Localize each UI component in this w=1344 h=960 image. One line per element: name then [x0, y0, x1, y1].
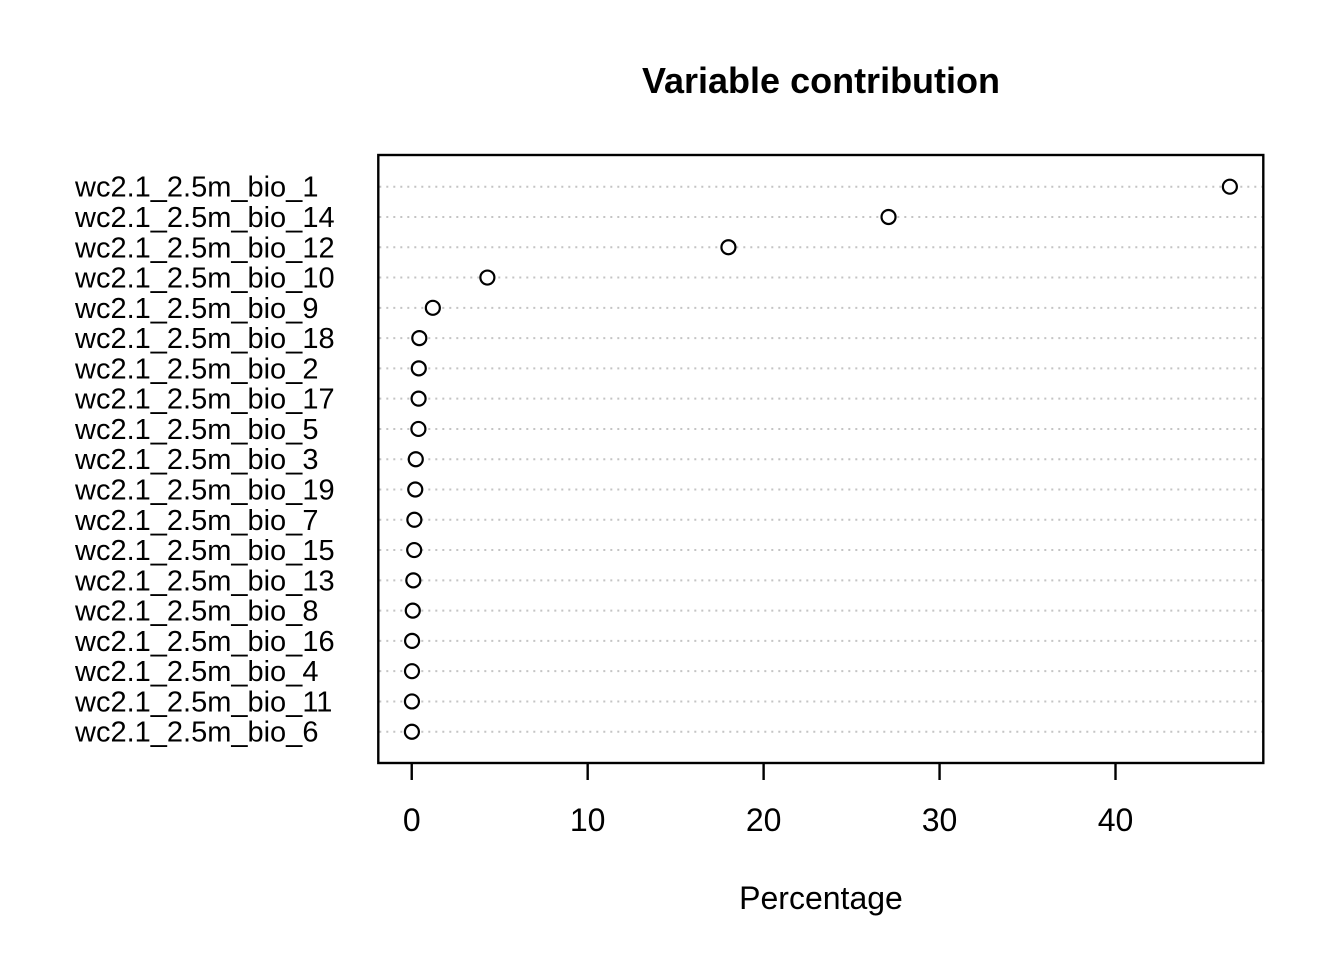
data-point [407, 451, 424, 468]
y-axis-label: wc2.1_2.5m_bio_6 [74, 717, 318, 749]
data-point [410, 360, 427, 377]
y-axis-label: wc2.1_2.5m_bio_5 [74, 414, 318, 446]
y-axis-label: wc2.1_2.5m_bio_17 [74, 384, 335, 416]
data-point [424, 299, 441, 316]
x-tick-label: 0 [403, 802, 421, 838]
data-point [406, 541, 423, 559]
data-point [403, 693, 421, 710]
y-axis-label: wc2.1_2.5m_bio_11 [74, 686, 332, 718]
x-tick-label: 10 [570, 802, 606, 838]
data-point [410, 420, 427, 438]
y-axis-label: wc2.1_2.5m_bio_15 [74, 535, 335, 567]
data-point [410, 390, 427, 407]
plot-border [377, 153, 1265, 765]
y-axis-label: wc2.1_2.5m_bio_9 [74, 293, 318, 325]
y-axis-label: wc2.1_2.5m_bio_2 [74, 353, 318, 385]
data-point [403, 632, 421, 650]
x-tick-label: 30 [922, 802, 958, 838]
y-axis-label: wc2.1_2.5m_bio_16 [74, 626, 335, 658]
y-axis-label: wc2.1_2.5m_bio_8 [74, 596, 318, 628]
data-point [407, 481, 424, 498]
data-point [405, 572, 422, 589]
data-point [403, 723, 421, 740]
y-axis-label: wc2.1_2.5m_bio_19 [74, 475, 335, 507]
x-tick-label: 40 [1098, 802, 1134, 838]
data-point [479, 269, 496, 286]
data-point [404, 602, 421, 619]
y-axis-label: wc2.1_2.5m_bio_18 [74, 323, 335, 355]
data-point [880, 208, 897, 226]
y-axis-label: wc2.1_2.5m_bio_4 [74, 656, 318, 688]
data-point [403, 663, 421, 680]
y-axis-label: wc2.1_2.5m_bio_12 [74, 232, 335, 264]
y-axis-label: wc2.1_2.5m_bio_7 [74, 505, 318, 537]
data-point [1221, 178, 1238, 195]
x-tick-label: 20 [746, 802, 782, 838]
chart-title: Variable contribution [641, 60, 1001, 101]
data-point [406, 511, 423, 528]
y-axis-label: wc2.1_2.5m_bio_13 [74, 565, 335, 597]
y-axis-label: wc2.1_2.5m_bio_3 [74, 444, 318, 476]
data-point [411, 330, 428, 347]
y-axis-label: wc2.1_2.5m_bio_14 [74, 202, 335, 234]
x-axis-title: Percentage [739, 880, 903, 916]
y-axis-label: wc2.1_2.5m_bio_10 [74, 263, 335, 295]
data-point [720, 239, 737, 256]
y-axis-label: wc2.1_2.5m_bio_1 [74, 172, 318, 204]
